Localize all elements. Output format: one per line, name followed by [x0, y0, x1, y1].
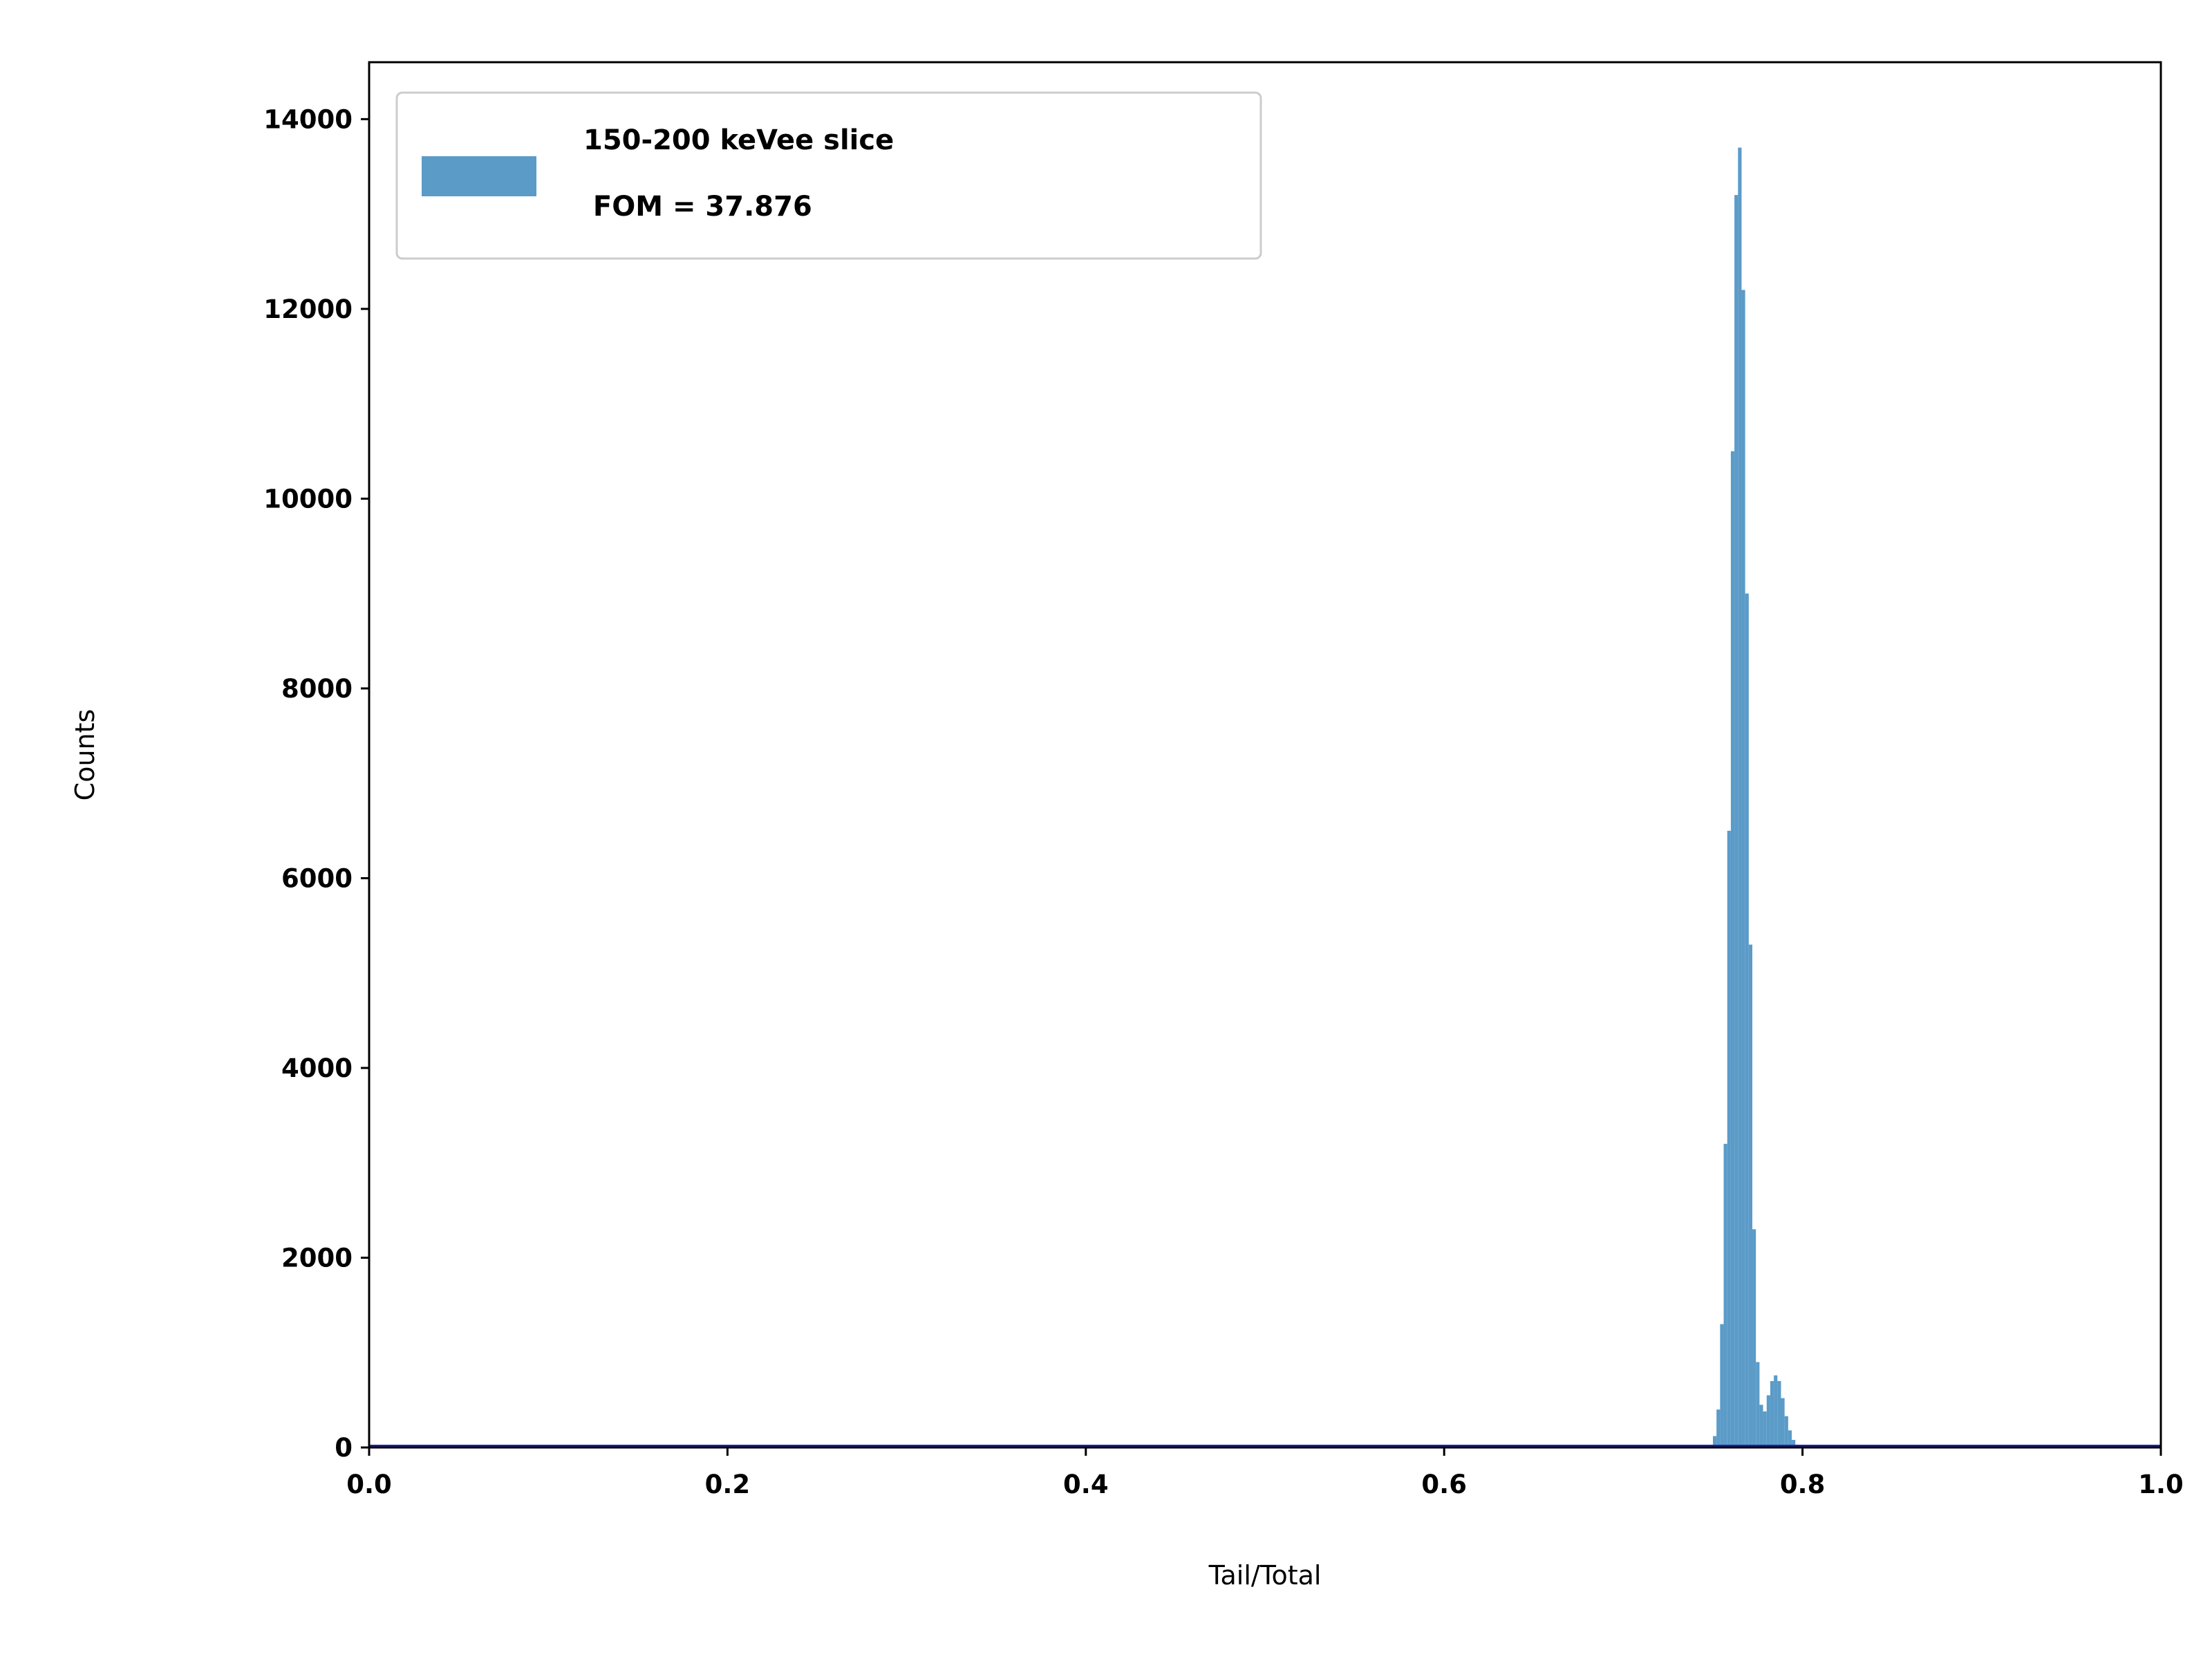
histogram-bar [1792, 1440, 1796, 1447]
legend: 150-200 keVee slice FOM = 37.876 [395, 91, 1262, 260]
histogram-bar [1756, 1362, 1760, 1447]
histogram-bar [1752, 1229, 1756, 1447]
legend-label-line2: FOM = 37.876 [583, 191, 812, 223]
histogram-bars [1713, 147, 1803, 1448]
histogram-bar [1763, 1411, 1767, 1447]
histogram-bar [1734, 195, 1738, 1447]
histogram-bar [1738, 147, 1742, 1448]
histogram-bar [1745, 593, 1749, 1448]
legend-label-line1: 150-200 keVee slice [583, 124, 894, 156]
histogram-bar [1777, 1380, 1781, 1447]
histogram-bar [1723, 1143, 1727, 1447]
y-tick-label: 2000 [281, 1243, 353, 1273]
histogram-bar [1748, 944, 1753, 1447]
histogram-bar [1784, 1416, 1788, 1447]
x-tick-label: 1.0 [2138, 1470, 2184, 1499]
plot-background [369, 62, 2161, 1447]
histogram-bar [1774, 1375, 1778, 1447]
histogram-bar [1713, 1436, 1717, 1447]
histogram-bar [1716, 1409, 1721, 1447]
histogram-bar [1720, 1324, 1724, 1447]
histogram-bar [1781, 1398, 1785, 1447]
x-tick-label: 0.4 [1063, 1470, 1109, 1499]
x-tick-label: 0.6 [1421, 1470, 1467, 1499]
y-tick-label: 10000 [263, 484, 353, 514]
y-tick-label: 4000 [281, 1053, 353, 1083]
plot-frame [368, 61, 2162, 1449]
histogram-bar [1730, 451, 1735, 1448]
y-tick-label: 8000 [281, 674, 353, 704]
y-tick-label: 14000 [263, 104, 353, 134]
x-tick-label: 0.8 [1780, 1470, 1826, 1499]
histogram-bar [1788, 1430, 1792, 1447]
y-tick-label: 6000 [281, 863, 353, 893]
y-tick-label: 0 [335, 1433, 353, 1463]
legend-swatch [422, 156, 536, 196]
legend-box [395, 91, 1262, 260]
y-axis: 0 2000 4000 6000 8000 10000 12000 14000 [263, 104, 369, 1463]
y-tick-label: 12000 [263, 294, 353, 324]
x-axis: 0.0 0.2 0.4 0.6 0.8 1.0 [346, 1447, 2184, 1499]
x-tick-label: 0.2 [705, 1470, 751, 1499]
x-axis-label: Tail/Total [1208, 1560, 1322, 1591]
histogram-bar [1759, 1405, 1763, 1447]
histogram-bar [1770, 1380, 1774, 1447]
y-axis-label: Counts [70, 709, 100, 801]
histogram-bar [1741, 290, 1745, 1447]
histogram-bar [1766, 1395, 1770, 1447]
x-tick-label: 0.0 [346, 1470, 392, 1499]
histogram-bar [1727, 830, 1731, 1447]
